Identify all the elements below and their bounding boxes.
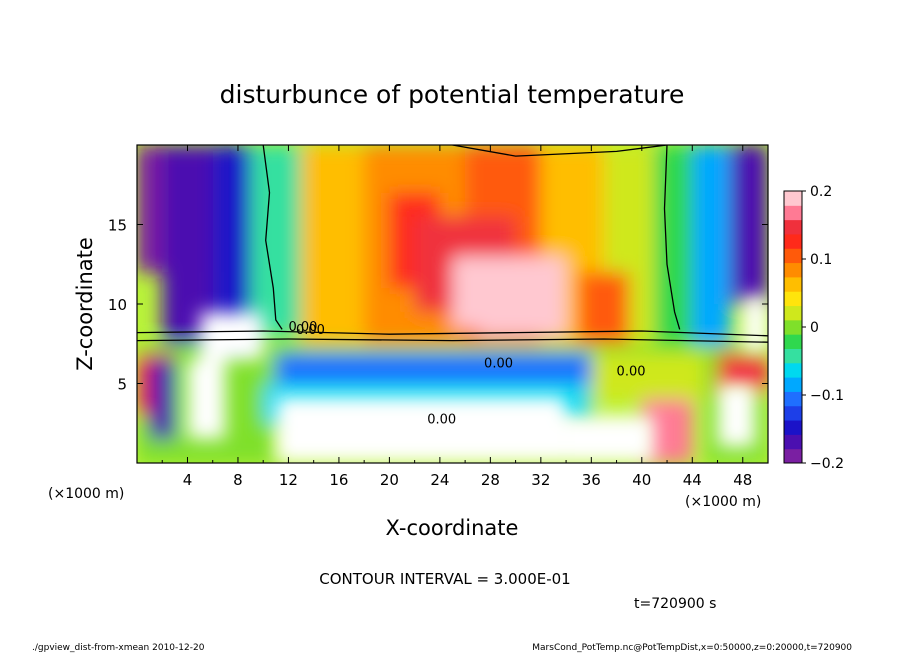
contour-label-layer: 0.000.000.000.000.00	[288, 320, 645, 427]
field-cell	[149, 359, 175, 440]
y-axis-ticks: 5 10 15	[108, 217, 768, 394]
colorbar-ticks: 0.2 0.1 0 −0.1 −0.2	[802, 184, 844, 472]
chart-title: disturbunce of potential temperature	[220, 80, 685, 109]
field-cell	[730, 145, 768, 304]
x-tick-label: 4	[183, 471, 193, 489]
x-axis-label: X-coordinate	[386, 516, 519, 540]
white-region	[187, 359, 226, 440]
x-tick-label: 44	[683, 471, 702, 489]
contour-line	[137, 330, 768, 337]
colorbar-segment	[784, 248, 802, 264]
white-region	[275, 396, 567, 463]
colorbar-segment	[784, 276, 802, 292]
colorbar-tick-label: −0.1	[810, 388, 844, 404]
x-unit-right: (×1000 m)	[685, 494, 761, 510]
contour-label: 0.00	[296, 323, 325, 338]
contour-label: 0.00	[617, 365, 646, 380]
colorbar-segment	[784, 448, 802, 464]
colorbar	[784, 191, 802, 464]
colorbar-segment	[784, 362, 802, 378]
x-tick-label: 12	[279, 471, 298, 489]
colorbar-segment	[784, 305, 802, 321]
white-region	[717, 383, 756, 448]
x-tick-label: 40	[632, 471, 651, 489]
contour-line	[262, 145, 283, 330]
white-region	[566, 415, 655, 463]
colorbar-segment	[784, 233, 802, 249]
contour-interval-label: CONTOUR INTERVAL = 3.000E-01	[319, 570, 570, 588]
contour-line	[137, 338, 768, 343]
colorbar-segment	[784, 434, 802, 450]
colorbar-tick-label: −0.2	[810, 456, 844, 472]
x-tick-label: 32	[531, 471, 550, 489]
y-tick-label: 10	[108, 296, 127, 314]
colorbar-segment	[784, 391, 802, 407]
colorbar-segment	[784, 334, 802, 349]
colorbar-segment	[784, 191, 802, 206]
x-tick-label: 20	[380, 471, 399, 489]
colorbar-segment	[784, 377, 802, 392]
field-cell	[578, 272, 630, 344]
contour-label: 0.00	[288, 320, 317, 335]
x-axis-ticks: 4 8 12 16 20 24 28 32 36 40 44 48	[161, 145, 752, 489]
field-fill-layer	[137, 145, 768, 463]
field-cell	[250, 145, 302, 336]
field-cell	[477, 296, 567, 336]
contour-label: 0.00	[484, 357, 513, 372]
colorbar-segment	[784, 319, 802, 335]
y-tick-label: 15	[108, 217, 127, 235]
colorbar-tick-label: 0.2	[810, 184, 832, 200]
colorbar-tick-label: 0	[810, 320, 819, 336]
field-cell	[301, 145, 365, 344]
colorbar-segment	[784, 348, 802, 364]
contour-layer	[137, 145, 768, 343]
colorbar-segment	[784, 219, 802, 235]
footer-right: MarsCond_PotTemp.nc@PotTempDist,x=0:5000…	[532, 643, 852, 653]
x-unit-left: (×1000 m)	[48, 486, 124, 502]
x-tick-label: 8	[233, 471, 243, 489]
y-axis-label: Z-coordinate	[73, 237, 97, 371]
time-label: t=720900 s	[634, 596, 716, 612]
colorbar-segment	[784, 291, 802, 307]
colorbar-segment	[784, 405, 802, 421]
x-tick-label: 28	[481, 471, 500, 489]
colorbar-segment	[784, 205, 802, 221]
field-cell	[591, 353, 705, 401]
white-region-layer	[187, 296, 768, 463]
y-tick-label: 5	[117, 376, 127, 394]
white-region	[200, 311, 264, 360]
field-cell	[692, 145, 731, 344]
field-cell	[275, 353, 604, 386]
footer-left: ./gpview_dist-from-xmean 2010-12-20	[32, 643, 205, 653]
colorbar-segment	[784, 262, 802, 278]
field-cell	[137, 343, 768, 354]
field-cell	[654, 145, 693, 344]
x-tick-label: 24	[430, 471, 449, 489]
colorbar-tick-label: 0.1	[810, 252, 832, 268]
x-tick-label: 48	[733, 471, 752, 489]
x-tick-label: 16	[329, 471, 348, 489]
contour-line	[663, 145, 681, 330]
plot-area: 0.000.000.000.000.00	[137, 145, 768, 463]
x-tick-label: 36	[582, 471, 601, 489]
colorbar-segment	[784, 420, 802, 435]
contour-label: 0.00	[427, 412, 456, 427]
